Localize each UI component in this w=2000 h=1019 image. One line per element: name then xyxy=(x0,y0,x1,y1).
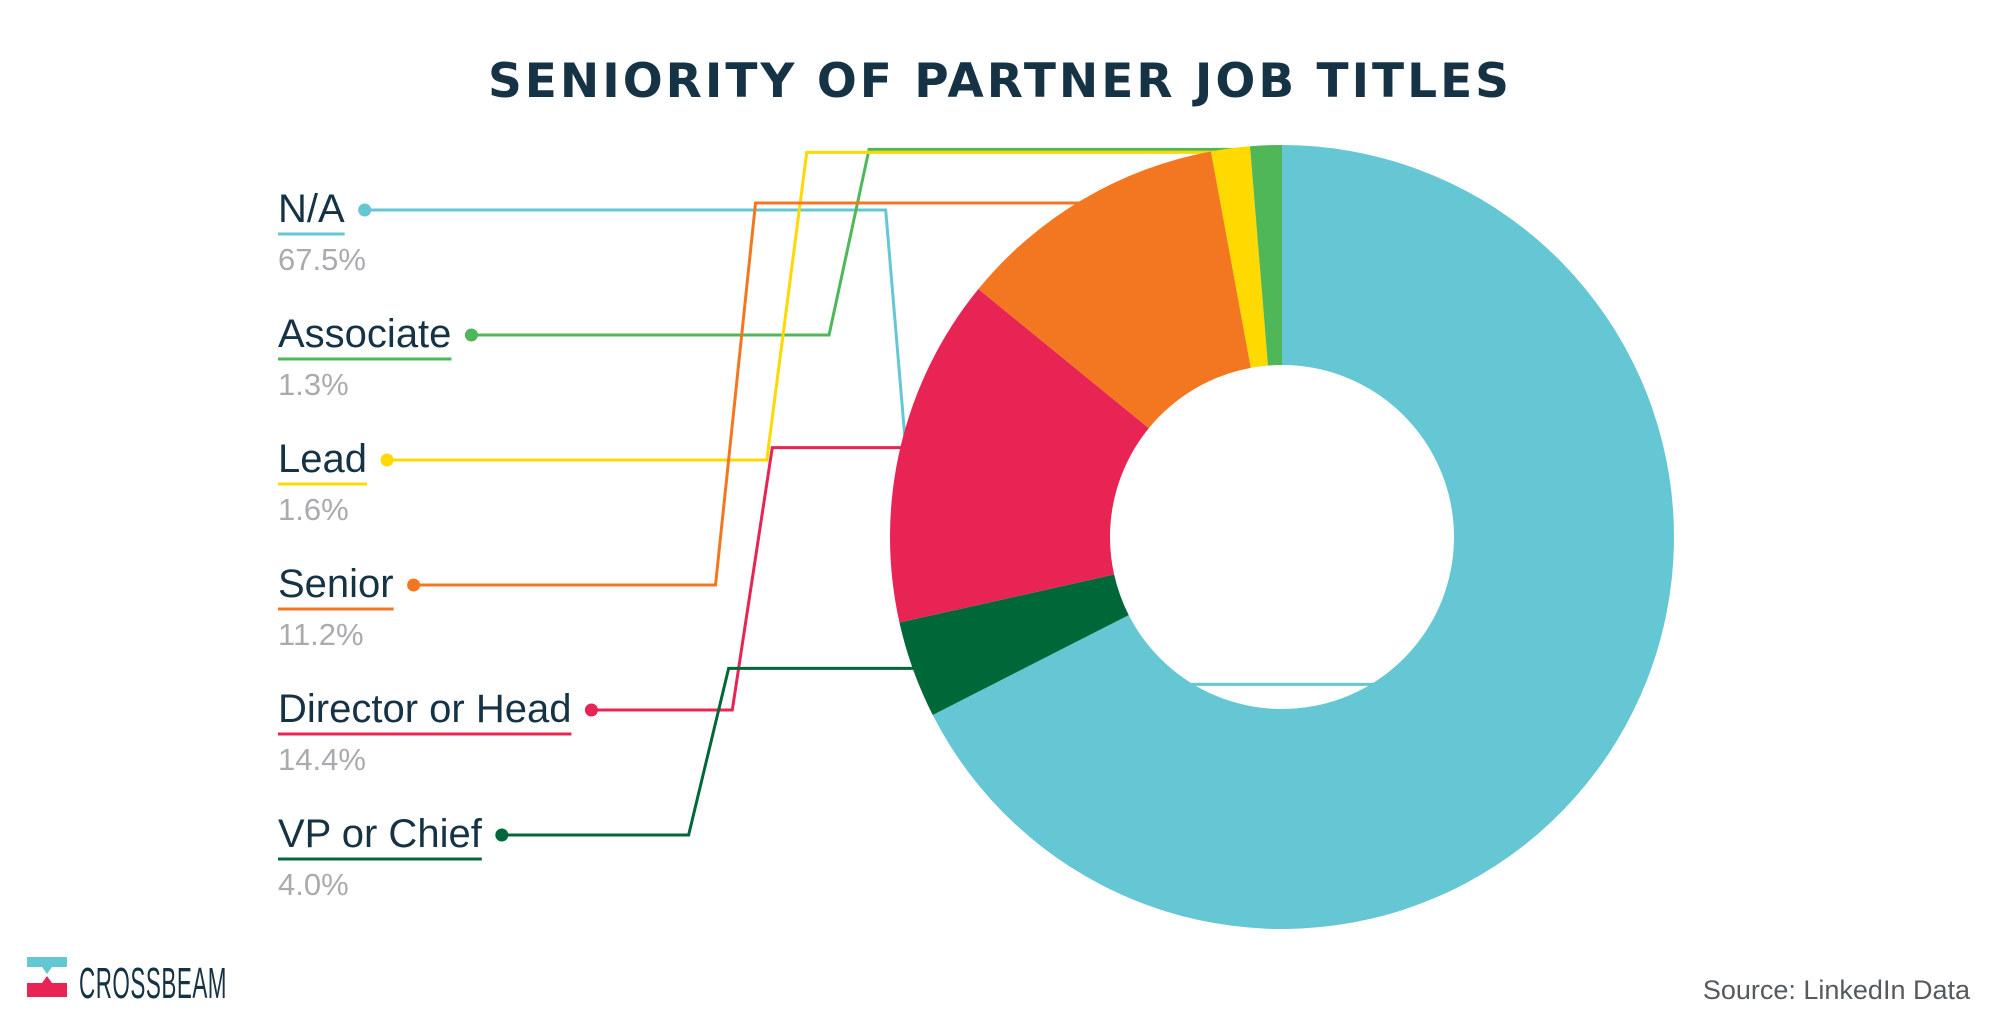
crossbeam-logo: CROSSBEAM xyxy=(27,957,227,1008)
label-n-a: N/A xyxy=(278,187,345,231)
value-associate: 1.3% xyxy=(278,367,349,402)
slice-vp-or-chief xyxy=(899,574,1129,715)
value-vp-or-chief: 4.0% xyxy=(278,867,349,902)
source-note: Source: LinkedIn Data xyxy=(1703,975,1971,1005)
value-senior: 11.2% xyxy=(278,617,364,652)
leader-line-senior xyxy=(413,201,1085,587)
slice-lead xyxy=(1210,146,1268,368)
slice-n-a xyxy=(932,145,1675,930)
slice-senior xyxy=(978,151,1251,429)
leader-line-associate xyxy=(471,147,1267,337)
chart-title: SENIORITY OF PARTNER JOB TITLES xyxy=(488,54,1512,109)
label-director-or-head: Director or Head xyxy=(278,687,571,731)
value-n-a: 67.5% xyxy=(278,242,366,277)
label-lead: Lead xyxy=(278,437,367,481)
label-associate: Associate xyxy=(278,312,451,356)
label-senior: Senior xyxy=(278,562,394,606)
leader-line-lead xyxy=(386,150,1231,462)
slice-labels: N/A 67.5% Associate 1.3% Lead 1.6% Senior 11.2%… xyxy=(278,187,572,902)
crossbeam-logo-text: CROSSBEAM xyxy=(79,959,227,1008)
leader-line-vp-or-chief xyxy=(501,666,917,837)
slice-director-or-head xyxy=(890,289,1149,623)
label-vp-or-chief: VP or Chief xyxy=(278,812,483,856)
crossbeam-logo-icon xyxy=(27,957,67,997)
value-director-or-head: 14.4% xyxy=(278,742,366,777)
slice-associate xyxy=(1250,145,1282,366)
leader-line-director-or-head xyxy=(591,446,905,712)
value-lead: 1.6% xyxy=(278,492,349,527)
donut-slices xyxy=(890,145,1675,930)
